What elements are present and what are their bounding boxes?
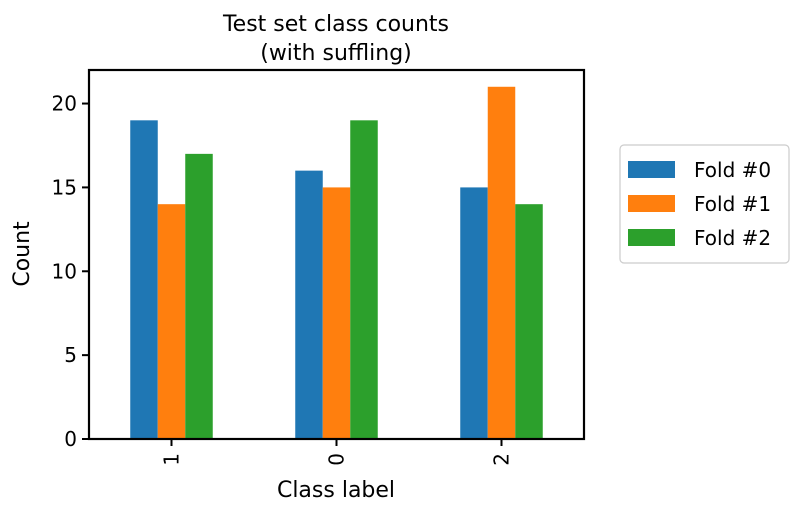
x-tick-label: 0 — [325, 453, 349, 466]
bar-fold-0-class-2 — [460, 187, 488, 439]
y-tick-label: 15 — [52, 175, 77, 199]
legend-label: Fold #0 — [694, 158, 771, 182]
bar-fold-1-class-2 — [487, 86, 516, 439]
bar-fold-2-class-2 — [515, 204, 543, 439]
legend-label: Fold #2 — [694, 226, 771, 250]
x-axis-label: Class label — [277, 478, 395, 503]
legend-label: Fold #1 — [694, 192, 771, 216]
y-axis-ticks: 0 5 10 15 20 — [52, 92, 89, 451]
x-tick-label: 2 — [490, 453, 514, 466]
legend-swatch — [628, 161, 675, 178]
y-tick-label: 0 — [64, 427, 77, 451]
bar-fold-1-class-0 — [322, 187, 351, 439]
y-tick-label: 10 — [52, 259, 77, 283]
bar-fold-0-class-1 — [130, 120, 158, 440]
legend-swatch — [628, 229, 675, 246]
bar-fold-0-class-0 — [295, 170, 323, 440]
bar-fold-2-class-1 — [185, 153, 213, 439]
plot-frame — [87, 68, 586, 441]
bar-fold-1-class-1 — [157, 204, 186, 439]
y-tick-label: 20 — [52, 92, 77, 116]
bars-group — [130, 86, 543, 440]
y-axis-label: Count — [10, 221, 35, 287]
legend: Fold #0 Fold #1 Fold #2 — [619, 144, 790, 264]
x-axis-ticks: 1 0 2 — [160, 439, 514, 466]
legend-swatch — [628, 195, 675, 212]
y-tick-label: 5 — [64, 343, 77, 367]
chart-title-line1: Test set class counts — [222, 12, 449, 37]
chart-title-line2: (with suffling) — [260, 41, 412, 66]
bar-fold-2-class-0 — [350, 120, 378, 440]
x-tick-label: 1 — [160, 453, 184, 466]
